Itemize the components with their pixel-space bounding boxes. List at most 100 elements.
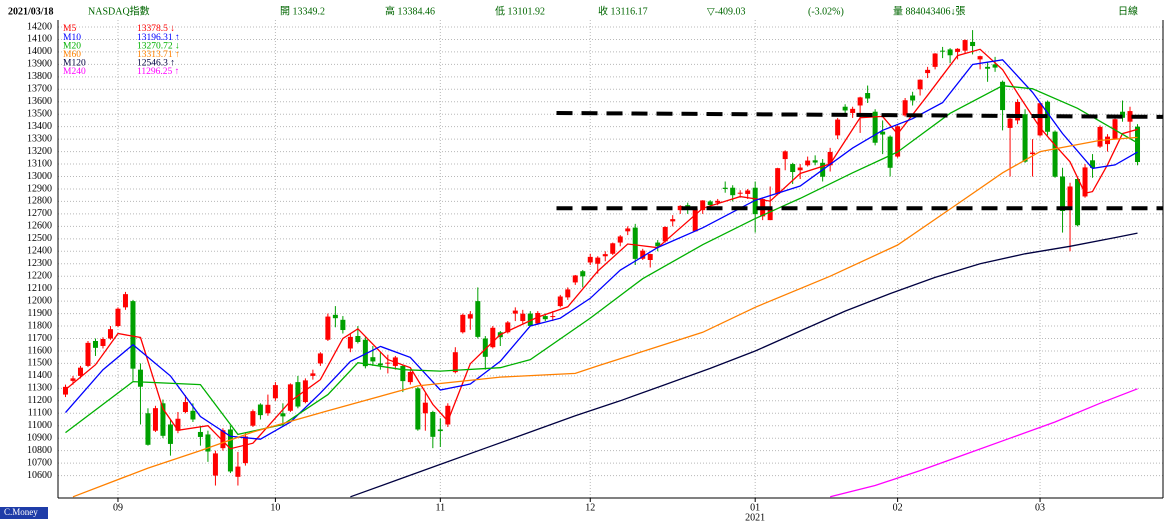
candle-body	[707, 201, 713, 206]
candle-body	[385, 362, 391, 364]
candle-body	[197, 431, 203, 437]
candle-body	[250, 411, 256, 426]
index-name: NASDAQ指數	[88, 4, 150, 17]
candle-body	[182, 402, 188, 413]
y-tick-label: 12100	[27, 283, 52, 294]
candle-body	[970, 41, 976, 47]
x-tick-label: 01	[750, 502, 760, 513]
candle-body	[1090, 160, 1096, 168]
candle-body	[490, 327, 496, 348]
candle-body	[842, 106, 848, 111]
legend-name: M60	[63, 50, 81, 60]
candle-body	[925, 69, 931, 74]
candle-body	[355, 336, 361, 342]
legend-value: 13378.5 ↓	[137, 24, 175, 34]
y-tick-label: 11700	[27, 333, 52, 344]
candle-body	[782, 151, 788, 160]
candle-body	[227, 429, 233, 472]
y-tick-label: 11800	[27, 320, 52, 331]
candle-body	[985, 66, 991, 69]
candle-body	[235, 466, 241, 477]
x-tick-label: 11	[436, 502, 446, 513]
candle-body	[700, 200, 706, 211]
y-tick-label: 10800	[27, 445, 52, 456]
y-tick-label: 11900	[27, 308, 52, 319]
legend-name: M120	[63, 59, 86, 69]
candle-body	[542, 316, 548, 320]
candle-body	[407, 372, 413, 383]
candle-body	[932, 53, 938, 67]
legend-value: 11296.25 ↑	[137, 67, 179, 77]
candle-body	[437, 429, 443, 432]
candle-body	[977, 56, 983, 60]
candle-body	[175, 418, 181, 431]
candle-body	[107, 329, 113, 339]
candle-body	[77, 367, 83, 376]
watermark-box	[0, 507, 48, 519]
y-tick-label: 12900	[27, 183, 52, 194]
y-tick-label: 12500	[27, 233, 52, 244]
y-tick-label: 13500	[27, 109, 52, 120]
y-tick-label: 10900	[27, 432, 52, 443]
candle-body	[880, 131, 886, 135]
candle-body	[100, 338, 106, 346]
candle-body	[1075, 179, 1081, 226]
x-tick-label: 10	[270, 502, 280, 513]
candle-body	[85, 342, 91, 366]
candle-body	[467, 314, 473, 319]
watermark: C.Money	[4, 507, 38, 517]
candle-body	[272, 385, 278, 399]
candle-body	[400, 365, 406, 382]
y-tick-label: 13200	[27, 146, 52, 157]
candle-body	[910, 95, 916, 101]
candle-body	[242, 436, 248, 464]
y-tick-label: 12300	[27, 258, 52, 269]
x-tick-label: 02	[893, 502, 903, 513]
y-tick-label: 10700	[27, 457, 52, 468]
legend-name: M240	[63, 67, 86, 77]
y-tick-label: 13900	[27, 59, 52, 70]
candle-body	[587, 256, 593, 263]
candle-body	[580, 271, 586, 277]
y-tick-label: 13300	[27, 133, 52, 144]
x-tick-label: 09	[113, 502, 123, 513]
x-sublabel: 2021	[745, 512, 765, 523]
candle-body	[1082, 167, 1088, 197]
candle-body	[670, 219, 676, 222]
y-tick-label: 10600	[27, 470, 52, 481]
candle-body	[460, 314, 466, 333]
legend-value: 13196.31 ↑	[137, 33, 180, 43]
candle-body	[160, 403, 166, 436]
candle-body	[302, 380, 308, 403]
candle-body	[902, 100, 908, 116]
candle-body	[640, 250, 646, 259]
x-tick-label: 03	[1035, 502, 1045, 513]
high-price: 高 13384.46	[385, 4, 435, 17]
candle-body	[812, 160, 818, 163]
candle-body	[1127, 111, 1133, 122]
candle-body	[737, 192, 743, 194]
candle-body	[520, 313, 526, 322]
candle-body	[512, 310, 518, 314]
candle-body	[257, 404, 263, 416]
date: 2021/03/18	[8, 6, 54, 17]
y-tick-label: 12400	[27, 246, 52, 257]
candle-body	[1097, 126, 1103, 147]
legend-name: M10	[63, 33, 81, 43]
y-tick-label: 13600	[27, 96, 52, 107]
candle-body	[377, 363, 383, 366]
candle-body	[62, 386, 68, 395]
candle-body	[745, 190, 751, 194]
level-line	[556, 111, 1164, 119]
candle-body	[370, 357, 376, 362]
candle-body	[917, 79, 923, 90]
candle-body	[1015, 101, 1021, 121]
y-tick-label: 12800	[27, 196, 52, 207]
candle-body	[332, 314, 338, 319]
candle-body	[430, 412, 436, 437]
candle-body	[362, 339, 368, 367]
y-tick-label: 11600	[27, 345, 52, 356]
y-tick-label: 14200	[27, 21, 52, 32]
